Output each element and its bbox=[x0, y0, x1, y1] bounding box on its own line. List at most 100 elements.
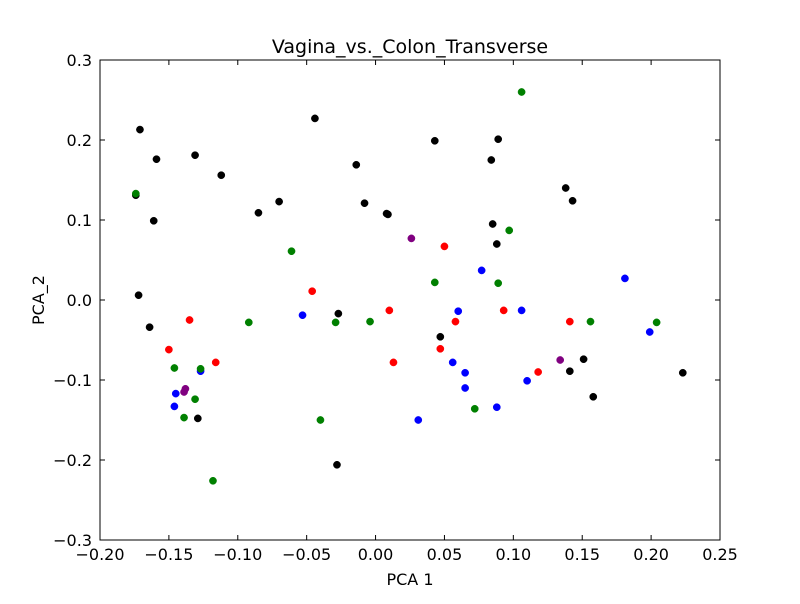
x-tick-label: 0.05 bbox=[427, 545, 463, 564]
scatter-point bbox=[652, 318, 661, 327]
scatter-point bbox=[494, 279, 503, 288]
scatter-point bbox=[316, 416, 325, 424]
scatter-point bbox=[454, 307, 463, 316]
scatter-point bbox=[414, 416, 423, 424]
scatter-point bbox=[430, 136, 439, 145]
scatter-point bbox=[193, 414, 202, 423]
scatter-point bbox=[436, 332, 445, 341]
scatter-point bbox=[494, 135, 503, 144]
scatter-point bbox=[275, 197, 283, 206]
scatter-point bbox=[461, 368, 469, 377]
scatter-point bbox=[492, 403, 501, 412]
scatter-point bbox=[517, 88, 526, 96]
scatter-point bbox=[366, 317, 374, 326]
scatter-point bbox=[448, 358, 457, 367]
scatter-point bbox=[678, 368, 687, 377]
scatter-point bbox=[134, 291, 143, 300]
scatter-point bbox=[191, 151, 199, 160]
scatter-point bbox=[145, 323, 154, 332]
scatter-point bbox=[308, 287, 317, 296]
points-layer bbox=[131, 88, 687, 485]
scatter-point bbox=[333, 460, 341, 469]
scatter-point bbox=[209, 476, 217, 485]
scatter-point bbox=[565, 317, 574, 326]
x-tick-label: 0.10 bbox=[496, 545, 532, 564]
scatter-point bbox=[499, 306, 508, 315]
scatter-point bbox=[287, 247, 296, 256]
ticks-layer: −0.20 −0.15 −0.10 −0.05 0.00 0.05 0.10 0.15 0.20… bbox=[53, 51, 738, 564]
y-axis-title: PCA_2 bbox=[29, 275, 49, 325]
y-tick-label: −0.3 bbox=[53, 531, 92, 550]
scatter-point bbox=[131, 189, 140, 198]
y-tick-label: −0.1 bbox=[53, 371, 92, 390]
scatter-point bbox=[621, 274, 629, 283]
x-tick-label: 0.25 bbox=[702, 545, 738, 564]
scatter-point bbox=[440, 242, 449, 251]
scatter-point bbox=[334, 309, 343, 318]
scatter-point bbox=[645, 328, 654, 336]
scatter-point bbox=[556, 356, 565, 364]
scatter-point bbox=[487, 156, 496, 164]
scatter-point bbox=[171, 389, 180, 398]
scatter-point bbox=[488, 220, 497, 228]
y-tick-label: 0.1 bbox=[67, 211, 92, 230]
scatter-point bbox=[191, 395, 199, 404]
scatter-point bbox=[136, 125, 144, 134]
x-tick-label: 0.15 bbox=[564, 545, 600, 564]
scatter-point bbox=[461, 384, 469, 392]
scatter-point bbox=[331, 318, 340, 327]
scatter-point bbox=[492, 240, 501, 248]
scatter-point bbox=[477, 266, 486, 275]
scatter-point bbox=[196, 364, 205, 373]
scatter-point bbox=[360, 199, 369, 208]
y-tick-label: 0.2 bbox=[67, 131, 92, 150]
scatter-point bbox=[311, 114, 319, 123]
chart-title: Vagina_vs._Colon_Transverse bbox=[272, 36, 548, 58]
x-tick-label: −0.20 bbox=[75, 545, 124, 564]
x-tick-label: −0.10 bbox=[213, 545, 262, 564]
scatter-point bbox=[185, 316, 194, 324]
y-tick-label: −0.2 bbox=[53, 451, 92, 470]
scatter-point bbox=[352, 160, 361, 169]
scatter-point bbox=[385, 306, 394, 315]
scatter-point bbox=[589, 392, 598, 401]
scatter-point bbox=[298, 311, 307, 320]
x-tick-label: 0.00 bbox=[358, 545, 394, 564]
y-tick-label: 0.0 bbox=[67, 291, 92, 310]
scatter-point bbox=[152, 155, 161, 164]
scatter-point bbox=[149, 216, 158, 225]
scatter-point bbox=[430, 278, 439, 287]
scatter-point bbox=[170, 402, 179, 411]
scatter-point bbox=[389, 358, 398, 367]
scatter-point bbox=[384, 210, 392, 219]
scatter-point bbox=[211, 358, 220, 367]
scatter-point bbox=[523, 376, 531, 385]
scatter-point bbox=[244, 318, 253, 327]
scatter-point bbox=[505, 226, 514, 235]
scatter-point bbox=[165, 345, 173, 354]
scatter-point bbox=[407, 234, 416, 243]
scatter-point bbox=[470, 404, 479, 413]
scatter-point bbox=[254, 208, 263, 217]
y-tick-label: 0.3 bbox=[67, 51, 92, 70]
scatter-point bbox=[565, 367, 574, 376]
scatter-point bbox=[517, 306, 526, 315]
scatter-point bbox=[568, 196, 577, 205]
scatter-point bbox=[451, 317, 460, 326]
scatter-point bbox=[217, 171, 226, 180]
scatter-point bbox=[436, 344, 445, 353]
scatter-point bbox=[180, 388, 188, 396]
x-axis-title: PCA 1 bbox=[386, 570, 433, 589]
scatter-point bbox=[579, 355, 588, 364]
x-tick-label: −0.15 bbox=[144, 545, 193, 564]
scatter-point bbox=[534, 368, 542, 376]
scatter-point bbox=[586, 317, 595, 326]
x-tick-label: 0.20 bbox=[633, 545, 669, 564]
scatter-point bbox=[561, 184, 570, 192]
x-tick-label: −0.05 bbox=[282, 545, 331, 564]
scatter-point bbox=[180, 413, 188, 422]
scatter-point bbox=[170, 364, 179, 372]
